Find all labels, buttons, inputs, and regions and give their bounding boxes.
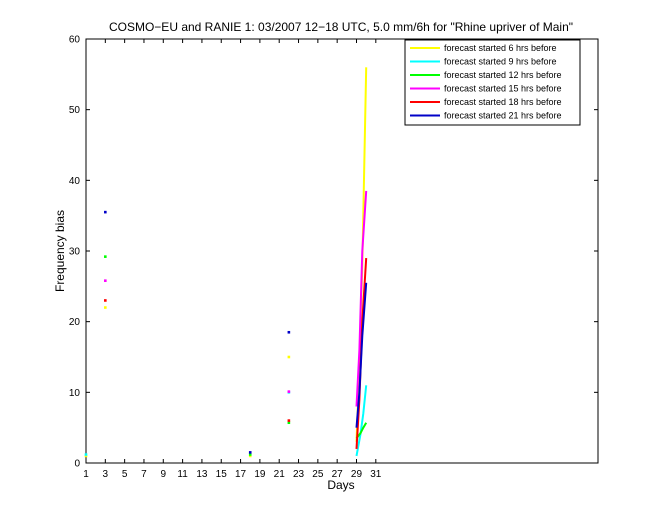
data-point	[104, 279, 107, 282]
y-tick-label: 40	[69, 176, 81, 187]
series-3	[104, 190, 368, 407]
x-tick-label: 17	[235, 469, 247, 480]
x-tick-label: 11	[177, 469, 188, 480]
data-point	[84, 454, 88, 458]
series-2	[104, 255, 368, 456]
legend-label: forecast started 21 hrs before	[444, 111, 562, 121]
legend-label: forecast started 12 hrs before	[444, 70, 562, 80]
data-point	[287, 419, 291, 422]
data-point	[104, 210, 107, 214]
series-layer	[84, 67, 368, 458]
series-line	[355, 190, 368, 407]
series-line	[355, 422, 368, 439]
data-point	[84, 453, 88, 456]
data-point	[104, 255, 107, 258]
y-tick-label: 60	[69, 35, 81, 46]
data-point	[287, 330, 291, 334]
legend-label: forecast started 15 hrs before	[444, 84, 562, 94]
legend-label: forecast started 6 hrs before	[444, 43, 557, 53]
data-point	[248, 454, 252, 458]
x-tick-label: 23	[293, 469, 305, 480]
y-tick-label: 0	[74, 459, 80, 470]
data-point	[248, 451, 252, 454]
legend-label: forecast started 18 hrs before	[444, 97, 562, 107]
data-point	[287, 421, 291, 425]
x-tick-label: 13	[196, 469, 208, 480]
x-tick-label: 21	[274, 469, 286, 480]
series-5	[104, 210, 368, 454]
series-line	[355, 385, 368, 457]
y-axis: 0 10 20 30 40 50 60	[69, 35, 598, 470]
data-point	[287, 390, 291, 393]
data-point	[104, 299, 107, 302]
y-tick-label: 10	[69, 388, 81, 399]
x-tick-label: 19	[254, 469, 266, 480]
y-axis-label: Frequency bias	[53, 210, 67, 292]
y-tick-label: 30	[69, 247, 81, 258]
x-tick-label: 5	[122, 469, 128, 480]
y-tick-label: 50	[69, 105, 81, 116]
data-point	[104, 306, 107, 309]
x-tick-label: 29	[351, 469, 363, 480]
x-tick-label: 1	[83, 469, 89, 480]
data-point	[287, 355, 291, 359]
series-line	[355, 282, 368, 428]
x-tick-label: 31	[370, 469, 382, 480]
y-tick-label: 20	[69, 317, 81, 328]
data-point	[248, 453, 252, 456]
x-tick-label: 25	[312, 469, 324, 480]
x-tick-label: 15	[216, 469, 228, 480]
chart-title: COSMO−EU and RANIE 1: 03/2007 12−18 UTC,…	[109, 20, 573, 34]
x-tick-label: 27	[332, 469, 344, 480]
x-tick-label: 9	[161, 469, 167, 480]
x-tick-label: 3	[103, 469, 109, 480]
legend: forecast started 6 hrs before forecast st…	[404, 39, 581, 126]
x-axis-label: Days	[327, 478, 354, 492]
x-tick-label: 7	[141, 469, 147, 480]
x-axis: 1 3 5 7 9 11 13 15 17 19 21 23 25 27 29 31	[83, 39, 382, 480]
legend-label: forecast started 9 hrs before	[444, 57, 557, 67]
legend-box	[404, 39, 581, 126]
